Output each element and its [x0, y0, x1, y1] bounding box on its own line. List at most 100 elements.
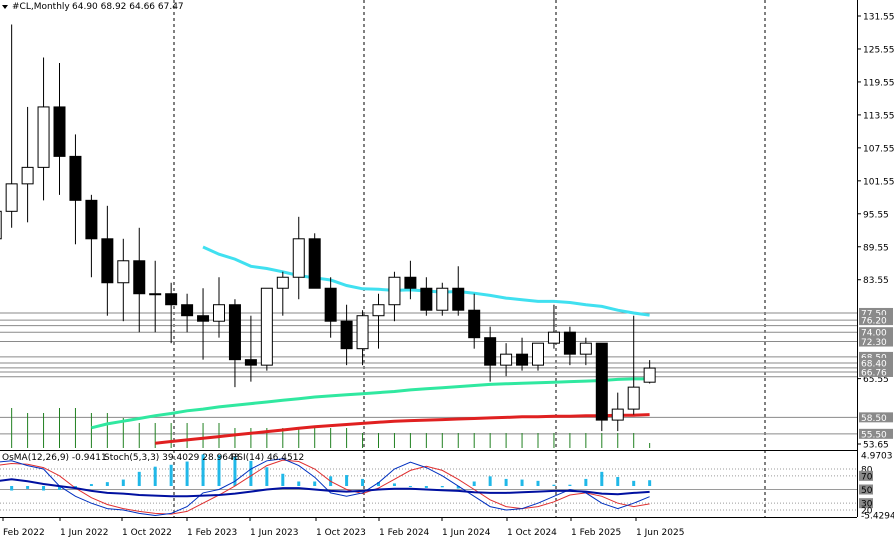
candle-body [356, 315, 369, 350]
candle-body [308, 238, 321, 289]
time-tick-label: 1 Feb 2025 [571, 528, 621, 538]
indicator-tick-label: 70 [861, 472, 873, 482]
ohlc-readout: 64.90 68.92 64.66 67.47 [72, 2, 184, 12]
rsi-line [0, 478, 650, 498]
osma-bar [249, 460, 253, 486]
candle-body [595, 342, 608, 421]
candle [484, 326, 497, 382]
candle [420, 277, 433, 316]
candle-body [563, 331, 576, 355]
candle [165, 282, 178, 344]
candle [133, 227, 146, 333]
candle-body [197, 315, 210, 322]
indicator-level-box [859, 484, 873, 495]
osma-bar [153, 466, 157, 486]
candle [547, 304, 560, 349]
osma-bar [408, 486, 412, 487]
level-label-box [859, 315, 893, 326]
rsi-label: RSI(14) 46.4512 [231, 453, 304, 463]
level-lines [0, 312, 857, 435]
osma-bar [616, 476, 620, 486]
osma-bar [121, 479, 125, 486]
osma-bar [568, 484, 572, 486]
candle-body [468, 309, 481, 339]
candle-body [165, 293, 178, 306]
candle-body [5, 183, 18, 212]
stoch-label: Stoch(5,3,3) 39.4029 28.9643 [104, 453, 239, 463]
time-tick-label: 1 Jun 2022 [60, 528, 108, 538]
candle [595, 342, 608, 432]
time-tick-label: 1 Jun 2025 [636, 528, 684, 538]
candle [563, 326, 576, 366]
osma-bar [233, 456, 237, 486]
candle-body [117, 260, 130, 284]
candle-body [213, 304, 225, 322]
symbol-label: #CL,Monthly [12, 2, 70, 12]
candle [356, 310, 369, 366]
time-tick-label: 1 Jun 2023 [250, 528, 298, 538]
indicator-tick-label: 20 [861, 507, 873, 517]
level-label: 74.00 [861, 329, 887, 339]
indicator-tick-label: -5.4294 [861, 512, 894, 522]
candle-body [0, 210, 2, 240]
osma-bar [600, 471, 604, 486]
price-tick-label: 119.55 [863, 78, 894, 88]
level-label: 68.40 [861, 359, 887, 369]
price-tick-label: 95.55 [863, 210, 889, 220]
osma-bar [89, 484, 93, 486]
osma-bar [440, 486, 444, 488]
level-label: 66.76 [861, 368, 887, 378]
candle [516, 337, 529, 371]
candle [579, 337, 592, 366]
osma-bar [392, 483, 396, 486]
candle [404, 260, 417, 300]
candle [117, 238, 130, 322]
indicator-header: OsMA(12,26,9) -0.9411 Stoch(5,3,3) 39.40… [2, 453, 304, 463]
candle-body [340, 320, 353, 350]
candle-body [53, 106, 66, 157]
osma-bar [377, 482, 380, 486]
osma-bar [345, 475, 349, 486]
osma-bar [26, 486, 30, 489]
candle [468, 293, 481, 349]
osma-bar [472, 481, 476, 486]
candle-body [276, 276, 289, 289]
time-separators [173, 0, 766, 517]
candle-body [228, 304, 241, 361]
ema-mid-line [91, 377, 650, 430]
candle [21, 106, 34, 223]
candle [452, 266, 465, 316]
candle-body [404, 276, 417, 289]
indicator-tick-label: 30 [861, 500, 873, 510]
candle-body [149, 293, 162, 296]
price-tick-label: 53.65 [863, 441, 889, 451]
level-label: 77.50 [861, 309, 887, 319]
osma-bar [73, 486, 77, 488]
candle-body [516, 353, 529, 366]
stoch-signal-line [0, 459, 650, 515]
osma-bar [632, 480, 636, 486]
level-label-box [859, 412, 893, 423]
level-label: 55.50 [861, 430, 887, 440]
ema-long-line [155, 413, 650, 445]
osma-bar [536, 480, 540, 486]
level-label-box [859, 428, 893, 439]
candle [372, 293, 385, 349]
price-tick-label: 125.55 [863, 45, 894, 55]
osma-bar [217, 455, 221, 486]
osma-bar [10, 486, 14, 491]
candle [340, 304, 353, 366]
indicator-tick-label: 4.9703 [861, 452, 893, 462]
price-tick-label: 107.55 [863, 144, 894, 154]
price-tick-label: 89.55 [863, 243, 889, 253]
indicator-tick-label: 50 [861, 486, 873, 496]
time-tick-label: Feb 2022 [3, 528, 45, 538]
level-label-box [859, 351, 893, 362]
candle-body [420, 287, 433, 311]
candle [5, 24, 18, 228]
dropdown-triangle-icon[interactable] [2, 5, 8, 9]
candle-body [579, 342, 592, 355]
osma-bar [361, 478, 365, 486]
